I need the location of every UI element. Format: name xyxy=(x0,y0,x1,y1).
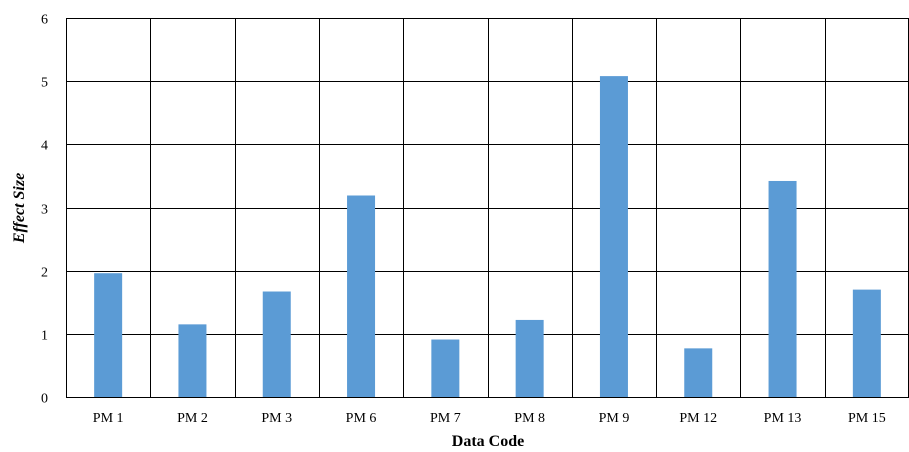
y-tick-label: 5 xyxy=(41,76,48,91)
x-tick-label: PM 7 xyxy=(430,411,461,426)
bar-pm-1 xyxy=(94,273,123,397)
x-axis-title: Data Code xyxy=(452,433,524,450)
x-tick-label: PM 1 xyxy=(93,411,124,426)
x-tick-label: PM 8 xyxy=(514,411,545,426)
bar-pm-13 xyxy=(768,180,797,397)
x-tick-label: PM 2 xyxy=(177,411,208,426)
bar-pm-15 xyxy=(852,289,881,397)
bar-pm-3 xyxy=(262,291,291,397)
x-tick-label: PM 6 xyxy=(346,411,377,426)
x-tick-label: PM 13 xyxy=(764,411,802,426)
y-axis-title: Effect Size xyxy=(11,173,28,244)
x-tick-label: PM 3 xyxy=(261,411,292,426)
y-tick-labels: 0 1 2 3 4 5 6 xyxy=(41,13,48,407)
bar-pm-6 xyxy=(347,195,376,397)
y-tick-label: 6 xyxy=(41,13,48,28)
bar-pm-7 xyxy=(431,339,460,397)
y-tick-label: 0 xyxy=(41,392,48,407)
y-tick-label: 1 xyxy=(41,329,48,344)
x-tick-label: PM 15 xyxy=(848,411,886,426)
x-tick-label: PM 9 xyxy=(599,411,630,426)
bar-pm-12 xyxy=(684,348,713,397)
bar-pm-2 xyxy=(178,324,207,397)
y-tick-label: 4 xyxy=(41,139,48,154)
bar-pm-8 xyxy=(515,319,544,397)
x-tick-labels: PM 1 PM 2 PM 3 PM 6 PM 7 PM 8 PM 9 PM 12 PM 13 PM… xyxy=(93,411,886,426)
y-tick-label: 3 xyxy=(41,203,48,218)
x-tick-label: PM 12 xyxy=(679,411,717,426)
bar-layer xyxy=(94,76,881,397)
bar-pm-9 xyxy=(599,76,628,397)
y-tick-label: 2 xyxy=(41,266,48,281)
